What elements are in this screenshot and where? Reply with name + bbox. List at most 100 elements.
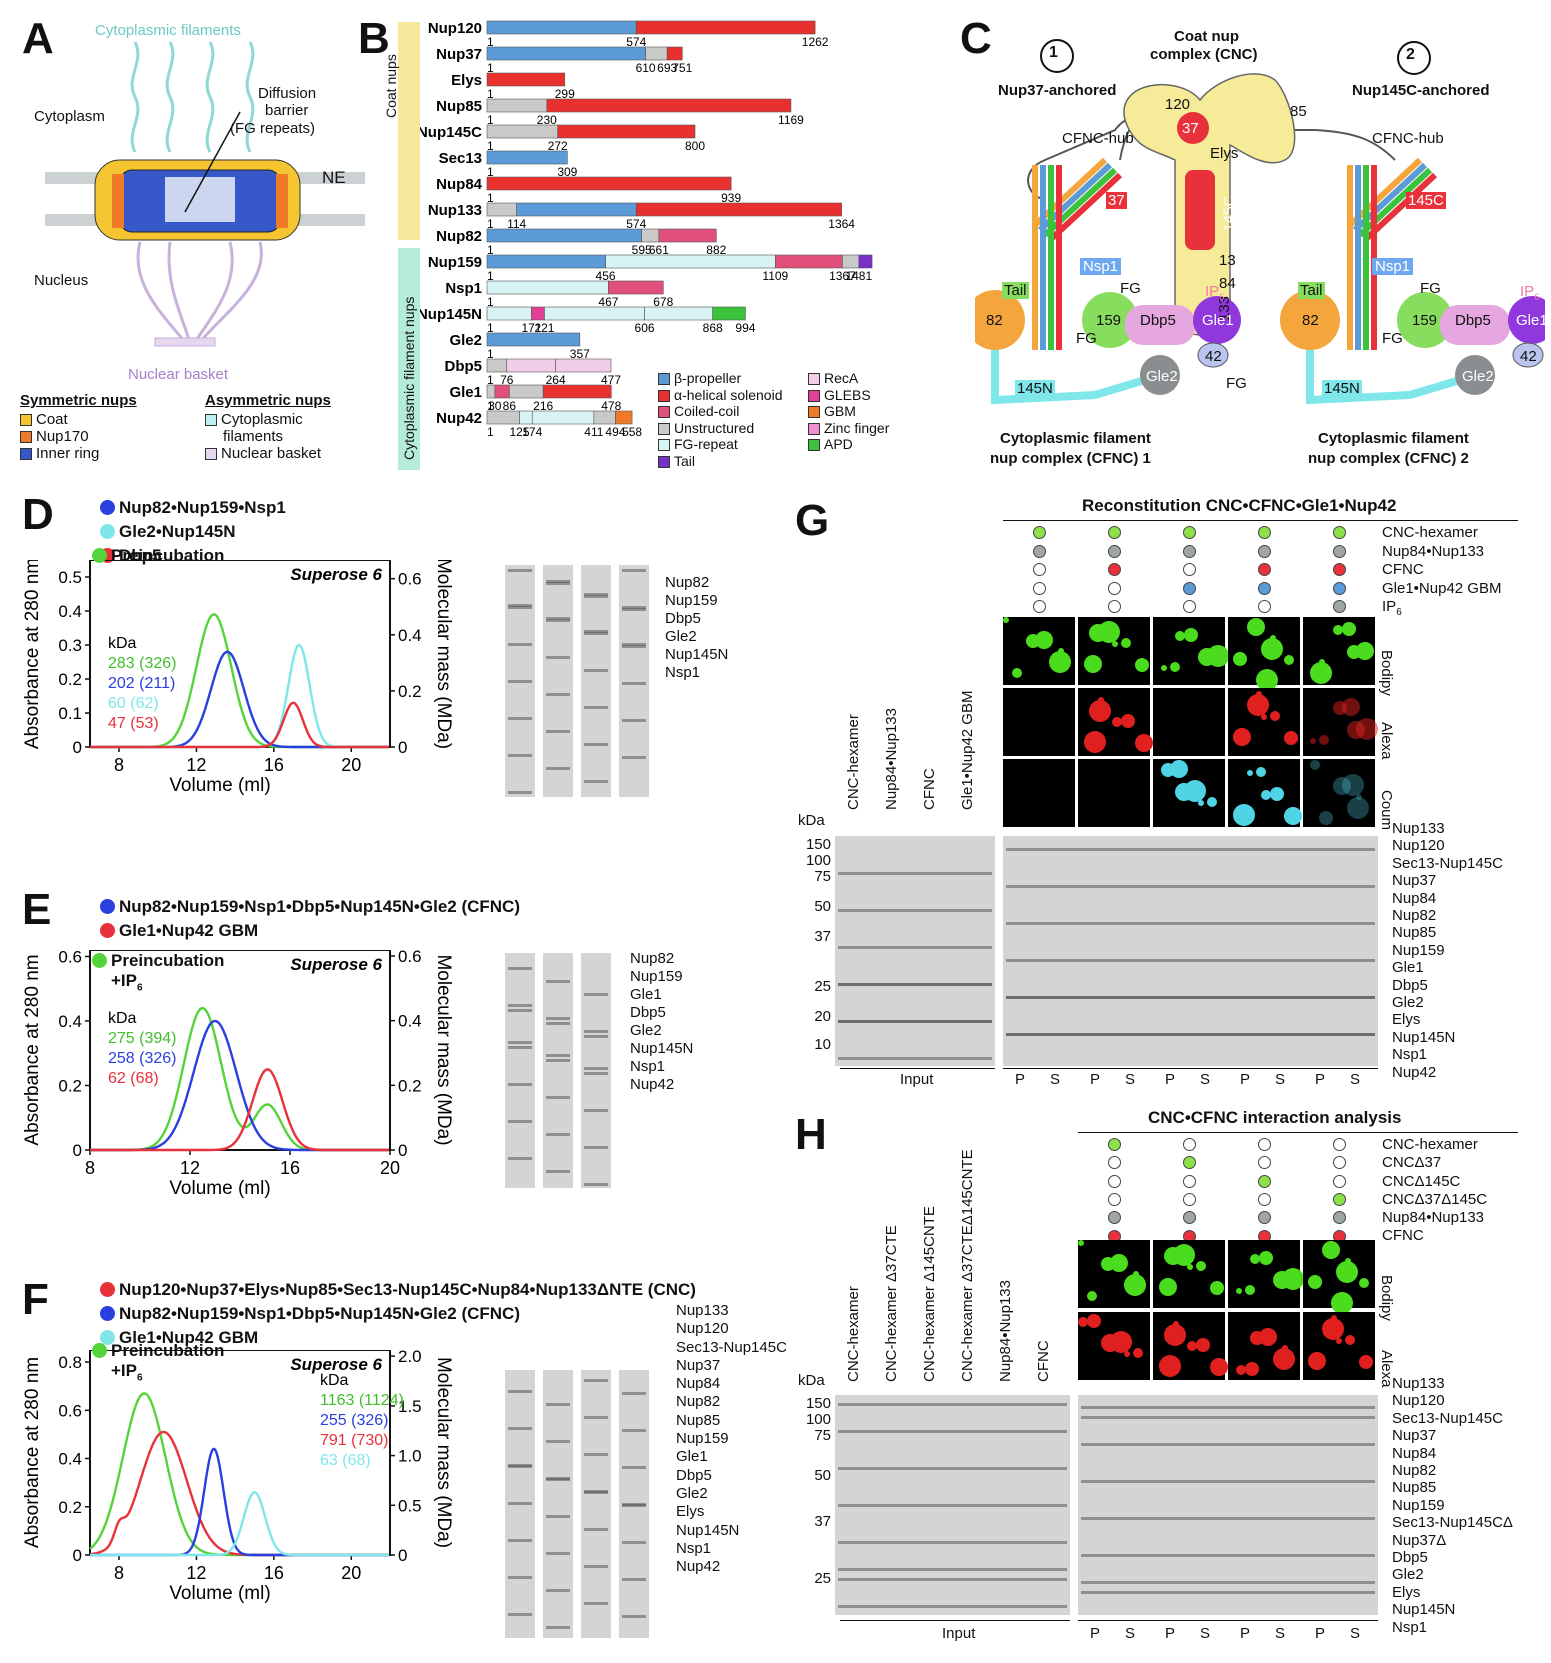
condition-dot (1183, 1156, 1196, 1170)
condition-dot (1258, 581, 1271, 595)
domain-legend-item: Unstructured (658, 420, 754, 436)
nucleus-label: Nucleus (34, 272, 89, 289)
gel-f (505, 1370, 685, 1638)
gel-band (584, 1067, 608, 1070)
droplet (1319, 659, 1325, 665)
droplet (1256, 691, 1262, 697)
s-label: S (1275, 1625, 1286, 1642)
droplet (1356, 642, 1374, 660)
p-label: P (1315, 1071, 1326, 1088)
residue-number: 606 (635, 321, 655, 335)
y2-tick-label: 0 (398, 738, 407, 757)
domain-row-name: Nup159 (428, 254, 482, 271)
p-label: P (1015, 1071, 1026, 1088)
gel-band (508, 1502, 532, 1505)
gle1-node-1: Gle1 (1202, 312, 1234, 329)
domain-segment (486, 280, 609, 295)
gel-band-label: Nup159 (630, 968, 683, 985)
gel-band-label: Nup145N (676, 1521, 740, 1539)
gel-band (622, 682, 646, 685)
series-line (89, 1430, 389, 1557)
droplet (1210, 1358, 1228, 1376)
gel-band (1081, 1517, 1375, 1520)
s-label: S (1050, 1071, 1061, 1088)
y-axis-label: Absorbance at 280 nm (22, 954, 43, 1145)
droplet (1282, 1345, 1288, 1351)
condition-dot (1108, 526, 1121, 539)
domain-legend-item: Tail (658, 453, 695, 469)
g-alexa-label: Alexa (1378, 722, 1395, 760)
h-mw-markers: 150 100 75 50 37 25 (795, 1395, 835, 1625)
gel-band-label: Gle1 (676, 1448, 708, 1466)
condition-dot (1258, 1192, 1271, 1206)
gel-band (508, 1464, 532, 1467)
mass-label: 1163 (1124) (320, 1392, 404, 1409)
gel-band (622, 643, 646, 646)
residue-number: 1 (487, 321, 494, 335)
gel-band (546, 730, 570, 733)
micrograph (1153, 1312, 1228, 1380)
gel-band (622, 1578, 646, 1581)
droplet (1084, 655, 1102, 673)
mass-label: 63 (68) (320, 1452, 371, 1469)
droplet (1331, 1315, 1337, 1321)
domain-legend-item: APD (808, 436, 853, 452)
residue-number: 125 (509, 425, 529, 439)
asym-legend-label2: filaments (223, 428, 284, 445)
droplet (1133, 1271, 1139, 1277)
gel-band (546, 1096, 570, 1099)
x-axis-label: Volume (ml) (169, 775, 270, 796)
cfnc1-label-2: nup complex (CFNC) 1 (990, 450, 1151, 467)
domain-legend-label: RecA (824, 370, 859, 386)
domain-legend-swatch (658, 389, 670, 402)
gel-e-labels: Nup82 Nup159 Gle1 Dbp5 Gle2 Nup145N Nsp1 Nup42 (630, 950, 693, 1094)
micrograph (1303, 759, 1375, 827)
droplet (1124, 1274, 1146, 1296)
cfnc-hub-label-1: CFNC-hub (1062, 130, 1134, 147)
y2-axis-label: Molecular mass (MDa) (433, 1357, 454, 1548)
gel-band-label: Nsp1 (1392, 1618, 1428, 1636)
lane-label: CNC-hexamer Δ37CTEΔ145CNTE (959, 1149, 976, 1382)
residue-number: 1 (487, 87, 494, 101)
droplet (1233, 728, 1251, 746)
condition-dot (1333, 1174, 1346, 1188)
y-tick-label: 0.2 (58, 670, 82, 689)
gel-band-label: Gle2 (1392, 994, 1424, 1012)
micrograph (1228, 759, 1302, 827)
y-tick-label: 0.1 (58, 704, 82, 723)
gel-band (546, 1626, 570, 1629)
domain-row-name: Dbp5 (445, 358, 483, 375)
nup145c-anchored-label: Nup145C-anchored (1352, 82, 1490, 99)
domain-segment (486, 46, 646, 61)
gel-band-label: Gle2 (676, 1484, 708, 1502)
condition-dot (1108, 1192, 1121, 1206)
gel-band (622, 1392, 646, 1395)
droplet (1098, 621, 1120, 643)
condition-label: CNCΔ37Δ145C (1382, 1190, 1488, 1208)
domain-segment (615, 410, 633, 425)
gel-band (508, 1157, 532, 1160)
gel-band-label: Gle2 (1392, 1566, 1424, 1584)
h-gel-labels: Nup133 Nup120 Sec13-Nup145C Nup37 Nup84 Nup82… (1392, 1375, 1513, 1636)
condition-dot (1333, 1192, 1346, 1206)
gle2-node-1: Gle2 (1146, 368, 1178, 385)
residue-number: 1169 (778, 113, 804, 127)
droplet (1187, 1341, 1197, 1351)
gel-band-label: Nsp1 (676, 1539, 712, 1557)
droplet (1089, 700, 1111, 722)
nup145n-tag-2: 145N (1322, 380, 1362, 397)
gel-band (546, 1170, 570, 1173)
domain-segment (516, 202, 637, 217)
droplet (1196, 1338, 1210, 1352)
x-axis-label: Volume (ml) (169, 1583, 270, 1604)
droplet (1259, 1328, 1277, 1346)
sec-legend-label: Preincubation (111, 951, 225, 970)
gel-d (505, 565, 685, 797)
lane-label: Nup84•Nup133 (997, 1280, 1014, 1382)
x-tick-label: 8 (114, 755, 124, 775)
gel-band (508, 1046, 532, 1049)
panel-label-e: E (22, 885, 52, 934)
cnc-title: Coat nup (1174, 28, 1239, 45)
domain-segment (506, 358, 556, 373)
droplet (1356, 718, 1378, 740)
